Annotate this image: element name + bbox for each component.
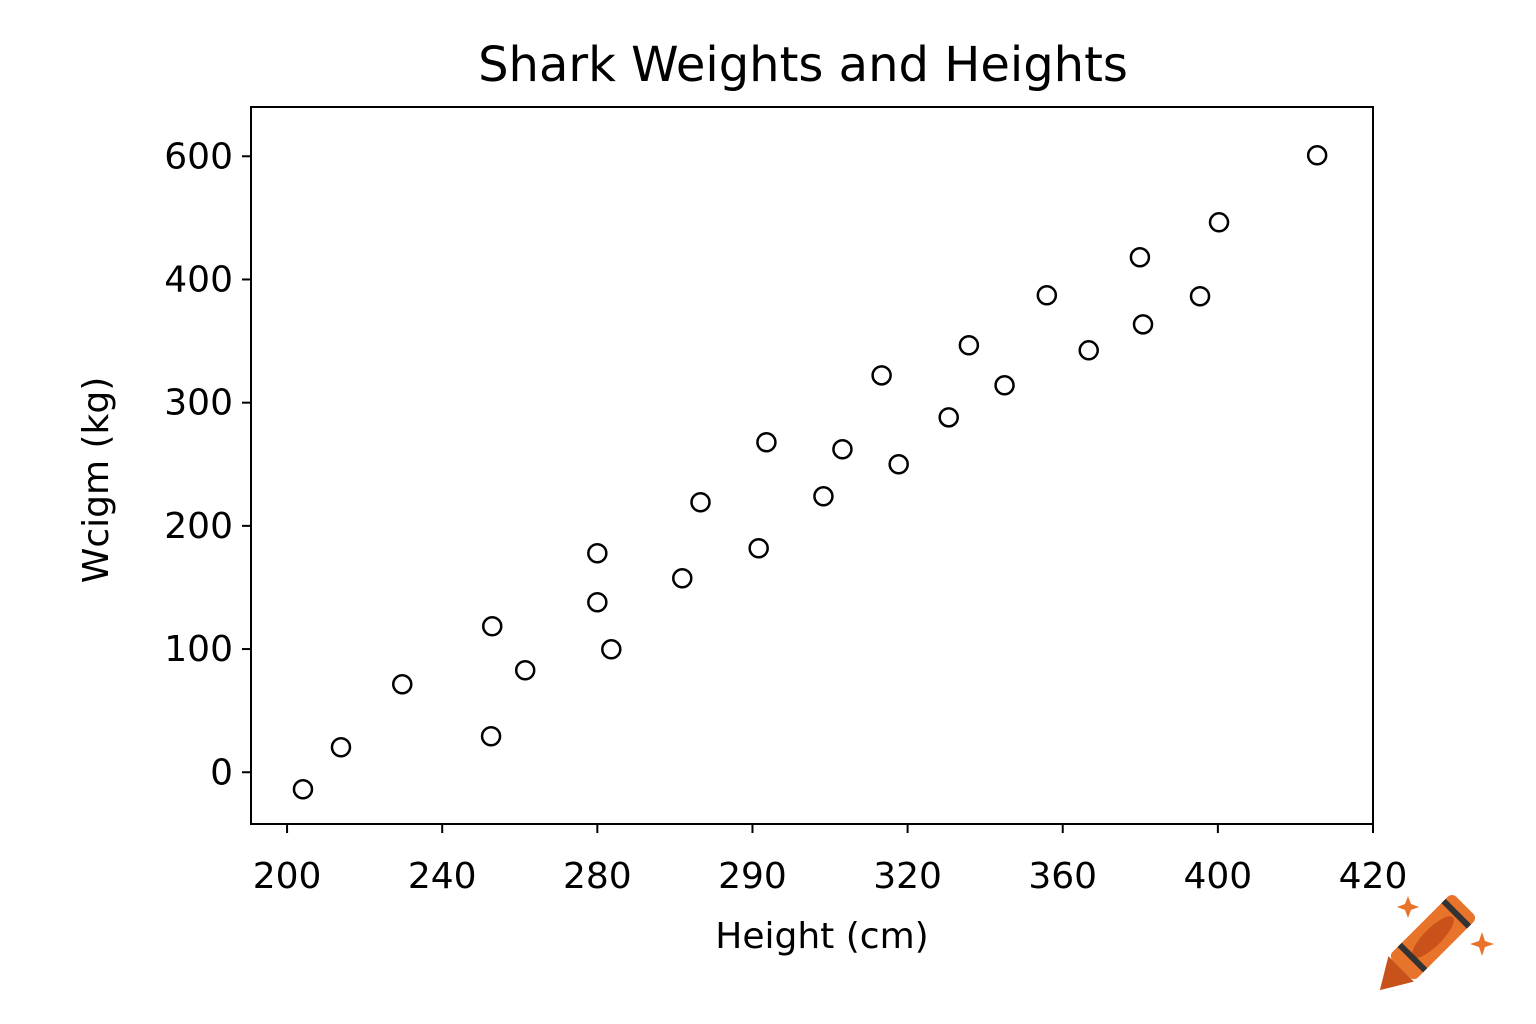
point — [994, 375, 1015, 396]
point — [330, 736, 352, 758]
point — [1132, 314, 1154, 335]
y-tick-label: 600 — [164, 136, 233, 177]
point — [292, 779, 314, 800]
point — [587, 591, 608, 613]
point — [481, 616, 503, 637]
point — [871, 365, 892, 386]
point — [1208, 212, 1230, 233]
point — [1036, 284, 1058, 306]
point — [832, 438, 853, 460]
sparkle — [1470, 932, 1494, 956]
point — [958, 335, 980, 356]
point — [587, 542, 608, 564]
point — [813, 486, 834, 507]
y-tick-label: 300 — [164, 383, 233, 424]
point — [601, 639, 622, 660]
point — [938, 407, 959, 428]
point — [1306, 145, 1328, 166]
crayon-icon — [1379, 895, 1475, 991]
y-tick-label: 400 — [164, 259, 233, 300]
point — [1078, 340, 1099, 361]
x-tick-label: 200 — [253, 856, 322, 897]
point — [480, 726, 502, 747]
x-tick-label: 240 — [408, 856, 477, 897]
x-tick-label: 420 — [1339, 856, 1408, 897]
y-tick-label: 100 — [164, 629, 233, 670]
point — [748, 538, 769, 559]
x-tick-label: 290 — [718, 856, 787, 897]
x-tick-label: 280 — [563, 856, 632, 897]
x-axis-label: Height (cm) — [715, 916, 928, 957]
point — [514, 660, 536, 681]
point — [392, 674, 413, 695]
y-axis-label: Wcigm (kg) — [76, 377, 117, 584]
chart-title: Shark Weights and Heights — [478, 37, 1128, 93]
point — [672, 567, 693, 589]
y-tick-label: 200 — [164, 506, 233, 547]
x-tick-label: 360 — [1028, 856, 1097, 897]
point — [888, 454, 909, 475]
sparkle — [1397, 896, 1419, 918]
plot-frame — [250, 106, 1374, 825]
point — [690, 491, 711, 513]
x-tick-label: 320 — [873, 856, 942, 897]
point — [756, 431, 777, 453]
point — [1189, 285, 1211, 307]
x-tick-label: 400 — [1184, 856, 1253, 897]
y-tick-label: 0 — [210, 752, 233, 793]
point — [1129, 247, 1151, 268]
